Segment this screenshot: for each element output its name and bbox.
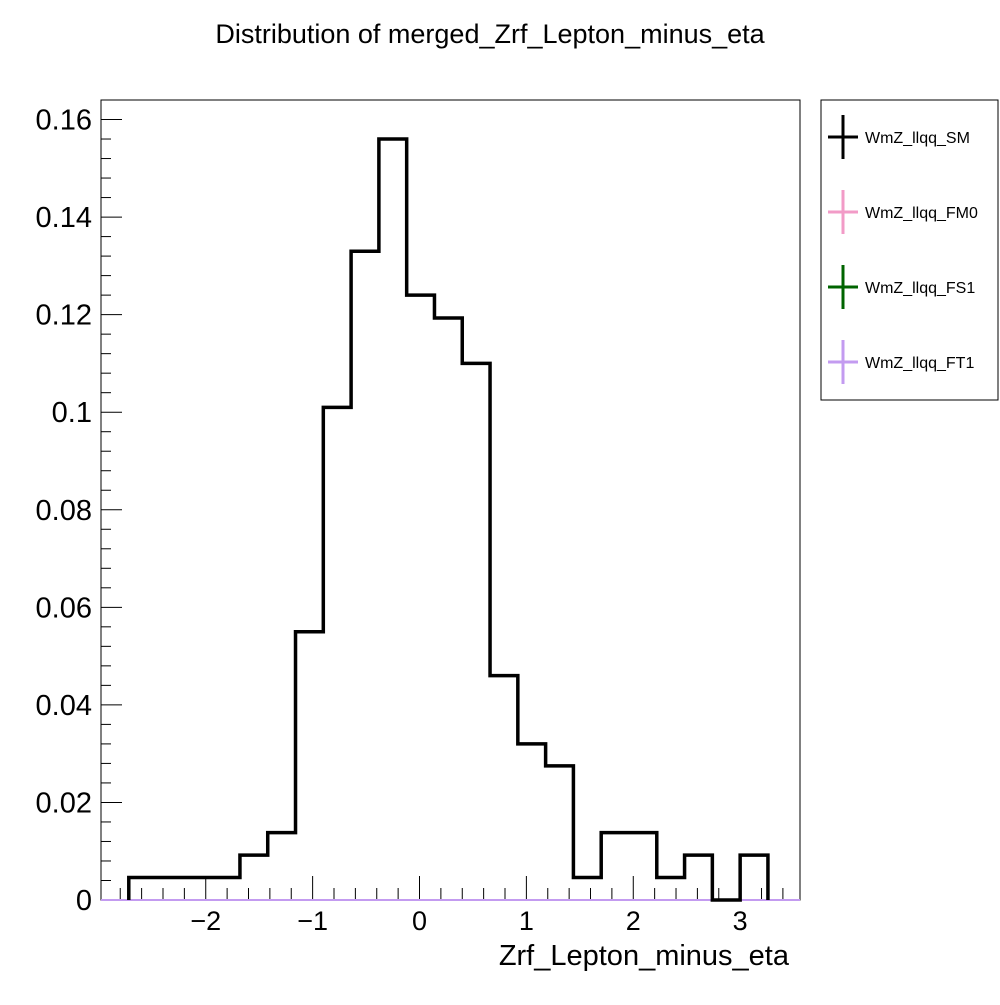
y-tick-label: 0.1	[52, 397, 92, 429]
legend: WmZ_llqq_SM WmZ_llqq_FM0 WmZ_llqq_FS1 WmZ_l…	[828, 115, 978, 384]
legend-label: WmZ_llqq_FM0	[865, 205, 978, 222]
x-tick-label: 1	[519, 906, 534, 936]
x-tick-label: 3	[733, 906, 748, 936]
x-tick-label: 0	[412, 906, 427, 936]
y-tick-label: 0.08	[36, 495, 92, 527]
x-tick-label: 2	[626, 906, 641, 936]
x-tick-label: −1	[297, 906, 328, 936]
series-layer	[101, 137, 800, 902]
y-tick-label: 0.02	[36, 787, 92, 819]
legend-label: WmZ_llqq_FS1	[865, 280, 975, 297]
y-tick-label: 0.06	[36, 592, 92, 624]
legend-box	[820, 99, 999, 401]
legend-label: WmZ_llqq_SM	[865, 130, 970, 147]
y-tick-label: 0.12	[36, 300, 92, 332]
y-tick-label: 0	[76, 885, 92, 917]
y-tick-label: 0.04	[36, 690, 92, 722]
histogram-series-WmZ_llqq_SM	[127, 137, 770, 902]
y-tick-label: 0.16	[36, 105, 92, 137]
x-axis-label: Zrf_Lepton_minus_eta	[499, 940, 790, 972]
x-tick-label: −2	[190, 906, 221, 936]
y-tick-label: 0.14	[36, 202, 92, 234]
axes: −2 −1 0 1 2 3 0 0.02 0.04 0.06 0.08 0.1 0.12 0.14 0.16	[36, 99, 784, 936]
chart-title: Distribution of merged_Zrf_Lepton_minus_…	[215, 19, 765, 49]
legend-label: WmZ_llqq_FT1	[865, 355, 974, 372]
